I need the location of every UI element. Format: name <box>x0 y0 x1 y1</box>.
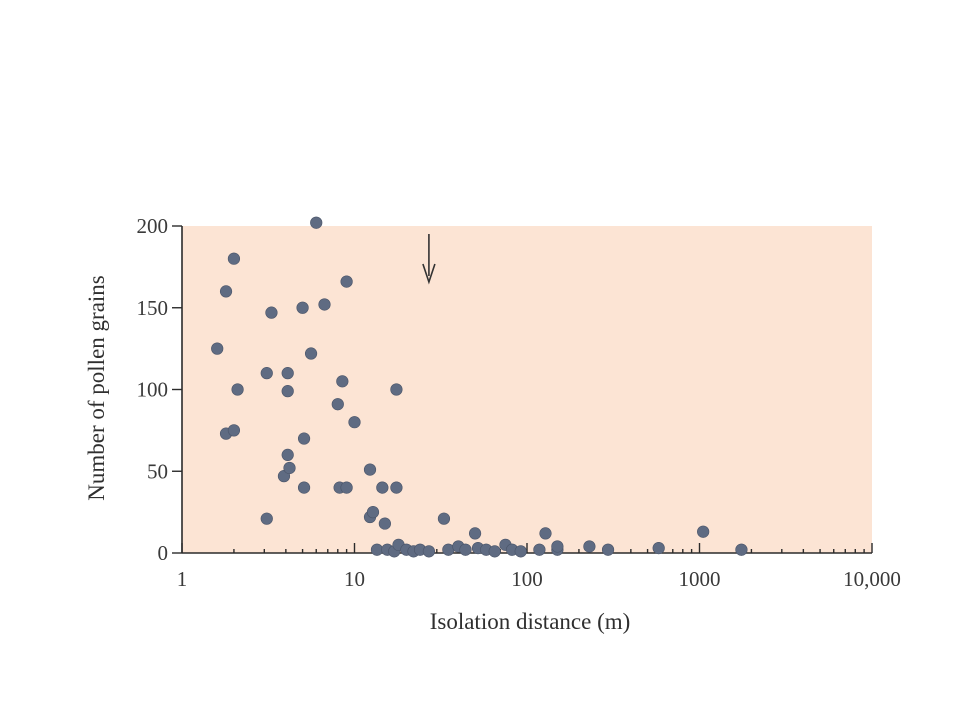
data-point <box>459 543 472 556</box>
data-point <box>260 512 273 525</box>
data-points <box>211 216 748 558</box>
data-point <box>735 543 748 556</box>
data-point <box>283 461 296 475</box>
x-tick-label: 1000 <box>679 567 721 591</box>
data-point <box>260 367 273 380</box>
data-point <box>340 275 353 288</box>
data-point <box>227 424 241 437</box>
x-tick-label: 100 <box>511 567 543 591</box>
data-point <box>363 463 377 476</box>
data-point <box>211 342 224 355</box>
plot-area <box>182 226 872 553</box>
data-point <box>227 252 241 265</box>
data-point <box>390 481 403 494</box>
data-point <box>281 385 294 398</box>
data-point <box>551 540 564 553</box>
data-point <box>265 306 278 319</box>
data-point <box>376 481 389 494</box>
data-point <box>231 383 244 396</box>
y-tick-label: 150 <box>137 296 169 320</box>
data-point <box>390 383 403 396</box>
y-axis-title: Number of pollen grains <box>84 275 109 501</box>
data-point <box>366 506 380 519</box>
y-tick-label: 0 <box>158 541 169 565</box>
data-point <box>697 525 710 538</box>
data-point <box>378 517 391 530</box>
data-point <box>310 216 323 229</box>
data-point <box>336 375 349 388</box>
data-point <box>296 301 309 314</box>
data-point <box>539 527 552 540</box>
x-tick-label: 1 <box>177 567 188 591</box>
data-point <box>468 527 482 540</box>
data-point <box>281 448 294 462</box>
y-tick-label: 200 <box>137 214 169 238</box>
data-point <box>219 285 233 298</box>
data-point <box>318 298 331 311</box>
data-point <box>281 367 294 380</box>
y-tick-label: 100 <box>137 378 169 402</box>
data-point <box>297 432 311 445</box>
arrow-annotation-head <box>422 263 436 285</box>
data-point <box>488 545 501 558</box>
data-point <box>583 540 596 553</box>
x-axis-title: Isolation distance (m) <box>430 609 631 634</box>
y-tick-label: 50 <box>147 459 168 483</box>
data-point <box>304 347 318 360</box>
data-point <box>370 543 384 556</box>
x-tick-label: 10 <box>344 567 365 591</box>
data-point <box>331 398 344 411</box>
data-point <box>340 481 353 494</box>
x-tick-label: 10,000 <box>843 567 901 591</box>
data-point <box>437 512 451 525</box>
data-point <box>514 545 527 558</box>
data-point <box>601 543 615 556</box>
data-point <box>422 545 436 558</box>
data-point <box>348 416 361 429</box>
data-point <box>297 481 311 494</box>
data-point <box>533 543 546 556</box>
data-point <box>652 541 665 555</box>
